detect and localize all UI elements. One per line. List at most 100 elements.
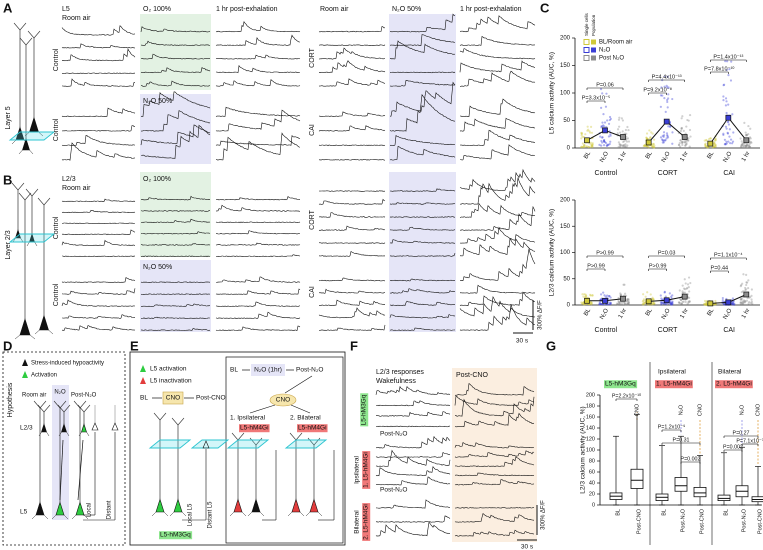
label-highlight xyxy=(360,393,369,427)
p-value: P=1.4x10⁻¹³ xyxy=(713,54,743,60)
cell-dot xyxy=(602,303,605,306)
cell-dot xyxy=(749,301,752,305)
calcium-trace xyxy=(215,195,301,201)
cell-dot xyxy=(727,140,730,143)
mean-marker xyxy=(602,297,608,304)
cell-dot xyxy=(662,139,665,142)
neuron-dendrite xyxy=(37,197,45,206)
cell-dot xyxy=(714,139,717,142)
label: Control xyxy=(53,283,60,306)
cell-dot xyxy=(663,290,666,293)
cell-dot xyxy=(678,301,681,305)
label: 1. L5-hM4Gi xyxy=(363,452,370,488)
calcium-trace xyxy=(390,81,456,117)
calcium-trace xyxy=(318,111,386,117)
cell-dot xyxy=(705,303,708,306)
calcium-trace xyxy=(215,288,301,295)
cell-dot xyxy=(609,134,612,137)
calcium-trace xyxy=(454,472,535,477)
cell-dot xyxy=(677,301,680,304)
mean-marker xyxy=(620,134,626,140)
label: O₂ 100% xyxy=(143,176,171,183)
calcium-trace xyxy=(459,284,536,294)
cell-dot xyxy=(723,143,726,146)
background xyxy=(140,260,211,332)
neuron-dendrite xyxy=(14,334,21,340)
calcium-trace xyxy=(140,231,211,235)
cell-dot xyxy=(606,294,609,297)
cell-dot xyxy=(721,296,724,300)
y-tick-label: 200 xyxy=(560,36,571,42)
cell-dot xyxy=(608,115,612,119)
cell-dot xyxy=(705,303,708,306)
cell-dot xyxy=(684,144,687,147)
cell-dot xyxy=(685,287,688,290)
cell-dot xyxy=(623,301,626,304)
cell-dot xyxy=(686,296,690,299)
legend-swatch xyxy=(591,39,596,45)
neuron-soma xyxy=(35,501,45,516)
cell-dot xyxy=(646,291,649,294)
cell-dot xyxy=(687,119,690,122)
cell-dot xyxy=(608,142,611,146)
x-tick-label: N₂O xyxy=(661,308,672,321)
x-tick-label: 1 hr xyxy=(618,151,628,163)
calcium-trace xyxy=(389,188,456,192)
calcium-trace xyxy=(215,230,301,235)
label: L5-hM4Gi xyxy=(298,425,327,432)
cell-dot xyxy=(748,300,751,304)
cell-dot xyxy=(651,303,654,306)
cell-dot xyxy=(705,146,709,149)
calcium-trace xyxy=(375,515,451,523)
calcium-trace xyxy=(318,299,386,307)
cell-dot xyxy=(725,111,728,115)
cell-dot xyxy=(618,143,622,146)
cell-dot xyxy=(728,135,731,138)
neuron-dendrite xyxy=(13,22,21,31)
cell-dot xyxy=(714,303,717,306)
cell-dot xyxy=(747,302,750,305)
group-label: CORT xyxy=(658,170,678,177)
cell-dot xyxy=(681,140,684,143)
cell-dot xyxy=(687,301,690,304)
calcium-trace xyxy=(140,195,211,201)
cell-dot xyxy=(661,139,664,142)
cell-dot xyxy=(725,127,728,130)
calcium-trace xyxy=(389,327,456,331)
cell-dot xyxy=(605,92,608,95)
cell-dot xyxy=(589,141,592,144)
cell-dot xyxy=(703,299,707,303)
cell-dot xyxy=(645,136,648,140)
neuron-dendrite xyxy=(53,400,61,409)
cell-dot xyxy=(651,297,655,301)
cell-dot xyxy=(665,132,669,135)
cell-dot xyxy=(663,139,666,142)
p-value: P=3.3x10⁻⁵ xyxy=(582,94,611,101)
neuron-soma xyxy=(15,228,21,239)
cell-dot xyxy=(580,145,583,148)
label: L2/3 xyxy=(62,176,76,183)
cell-dot xyxy=(740,145,743,148)
cell-dot xyxy=(727,103,730,106)
cell-dot xyxy=(585,145,588,148)
cell-dot xyxy=(705,303,708,306)
cell-dot xyxy=(652,301,655,305)
cell-dot xyxy=(684,139,687,142)
label: Post-CNO xyxy=(196,395,226,402)
cell-dot xyxy=(624,143,627,146)
cell-dot xyxy=(724,97,728,100)
calcium-trace xyxy=(389,34,456,46)
box xyxy=(630,468,644,489)
label: Control xyxy=(53,216,60,239)
cell-dot xyxy=(748,145,752,149)
cell-dot xyxy=(745,145,748,148)
neuron-dendrite xyxy=(46,431,50,437)
connector xyxy=(284,375,313,394)
cell-dot xyxy=(665,137,668,140)
cell-dot xyxy=(607,135,611,138)
group-label: CORT xyxy=(658,327,678,334)
cell-dot xyxy=(740,144,743,147)
cell-dot xyxy=(582,145,585,149)
neuron-dendrite xyxy=(66,431,70,437)
cell-dot xyxy=(644,295,647,298)
